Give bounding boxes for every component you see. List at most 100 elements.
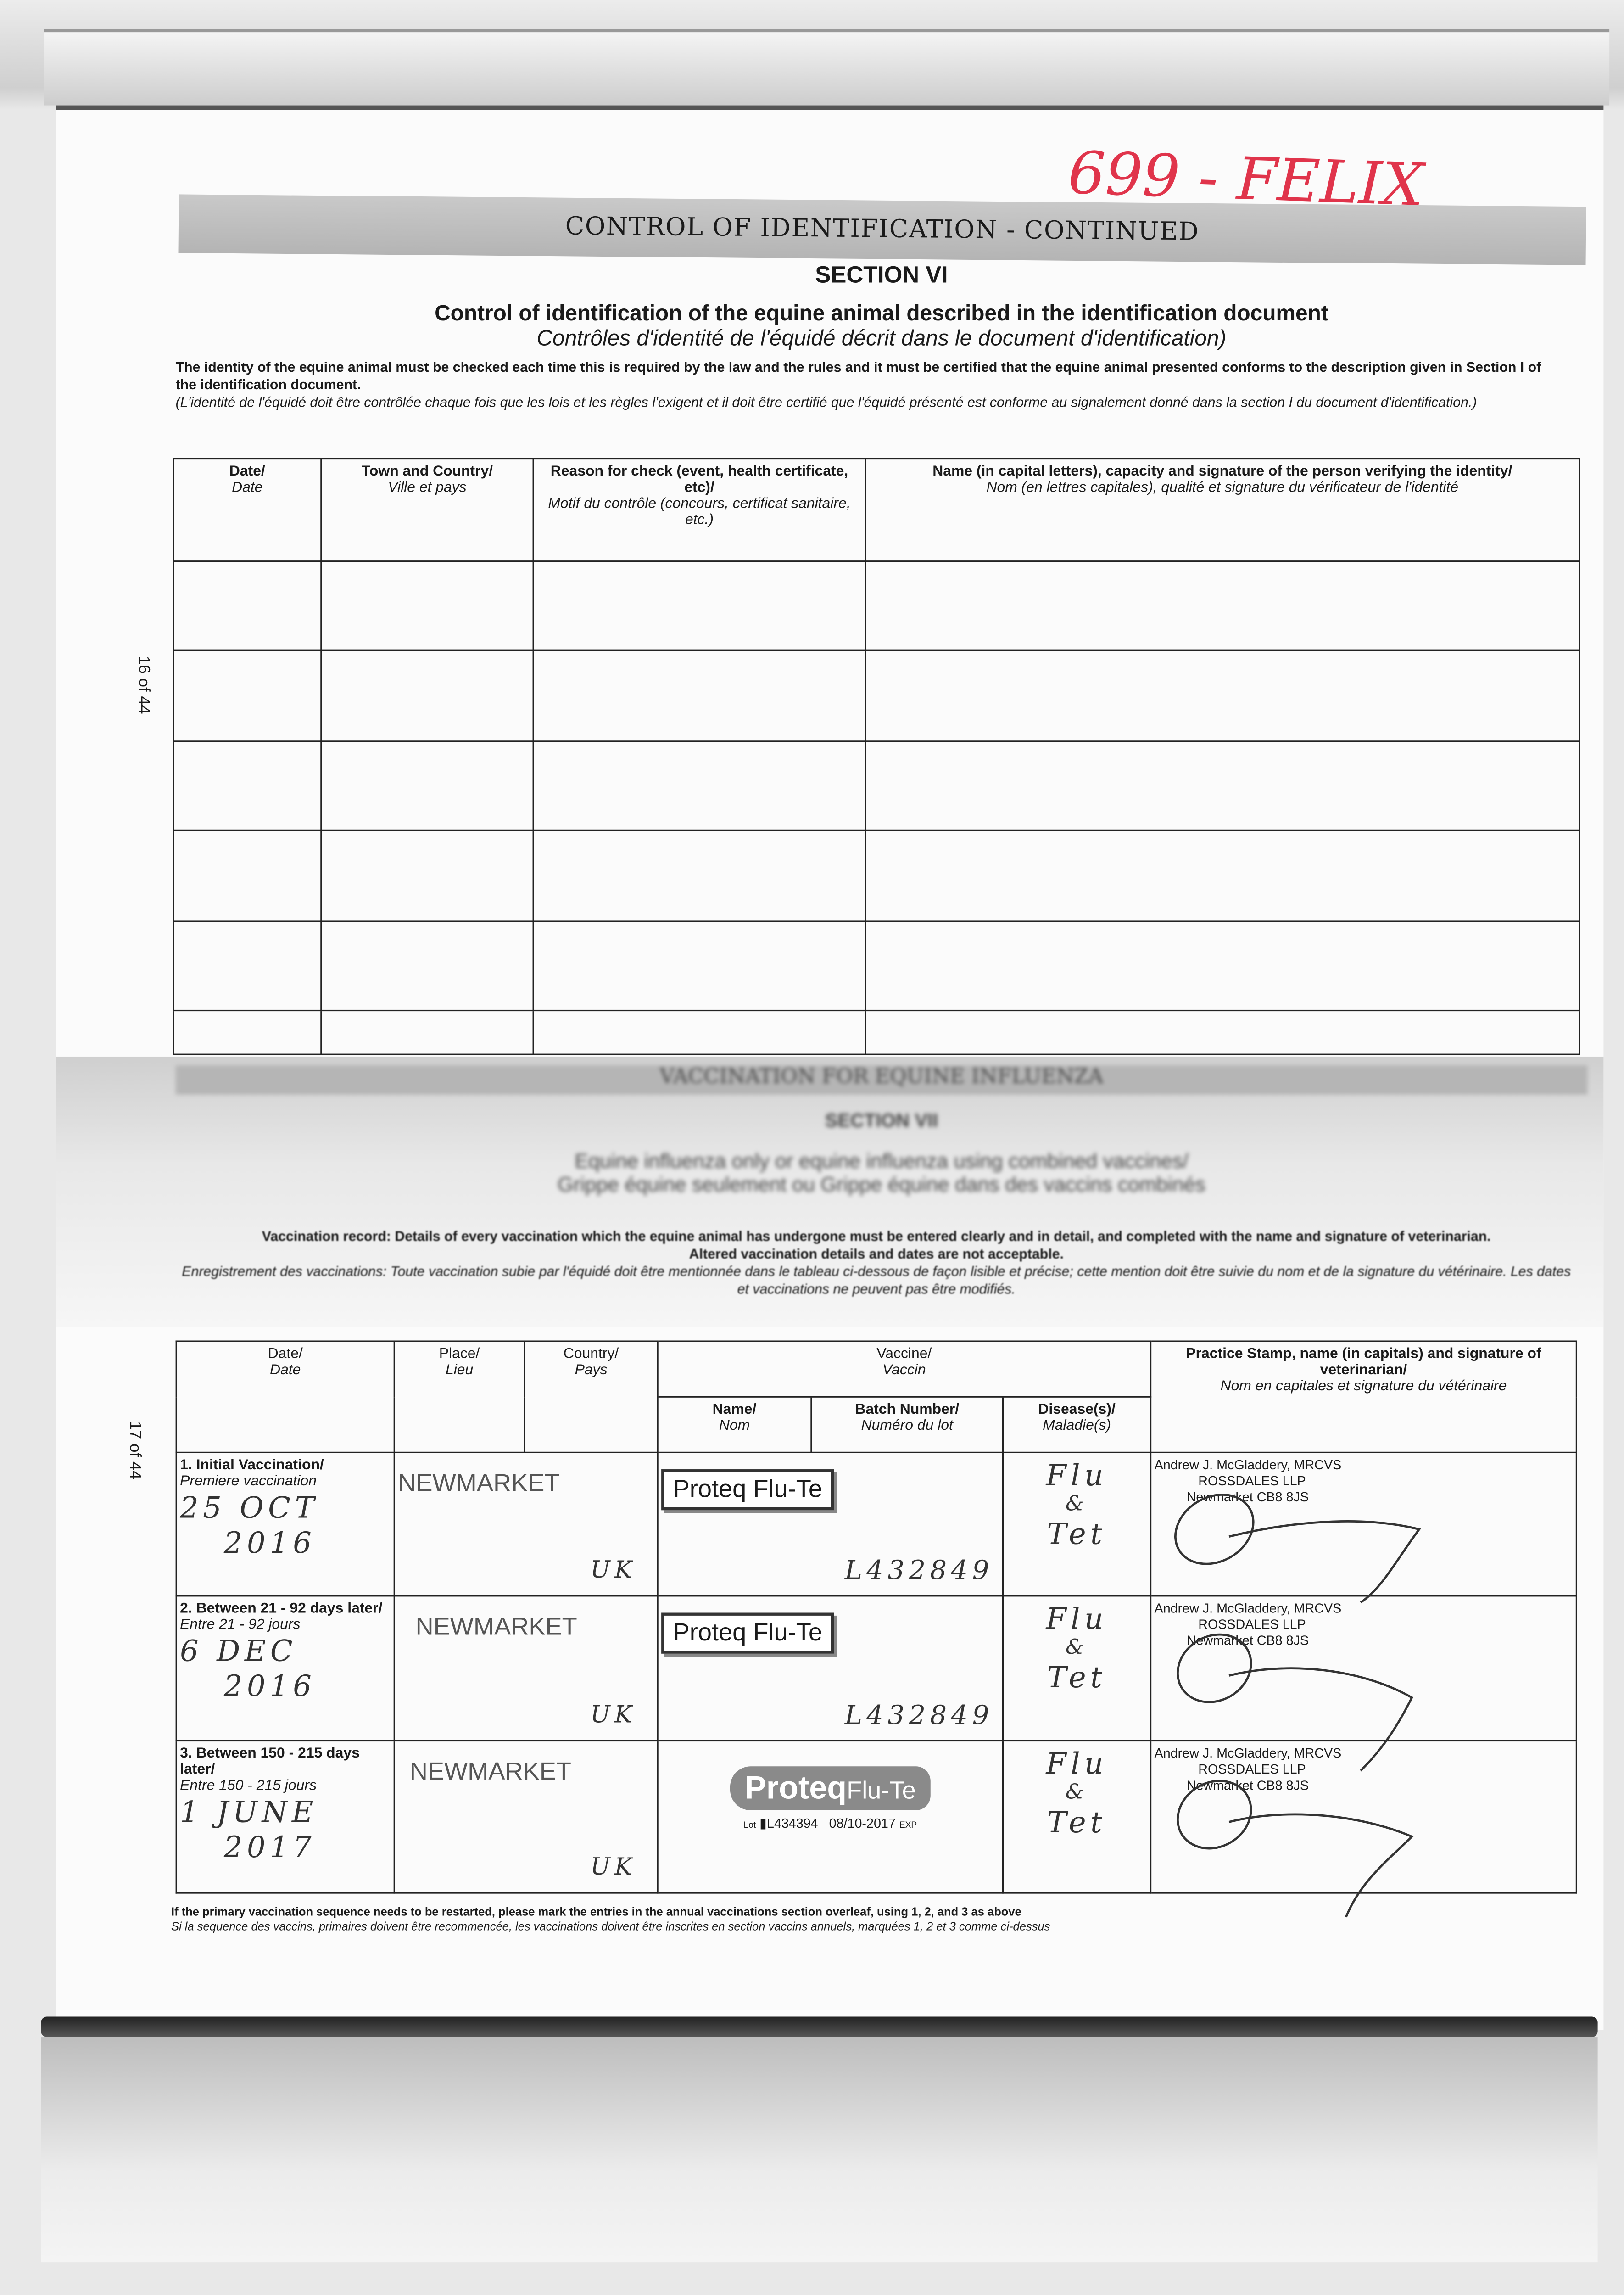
section6-headers-3-fr: Nom (en lettres capitales), qualité et s… xyxy=(986,480,1459,496)
section7-label: SECTION VII xyxy=(825,1109,938,1131)
intro-fr: (L'identité de l'équidé doit être contrô… xyxy=(175,395,1477,411)
section7-rows-2-date-line2: 2017 xyxy=(223,1829,316,1864)
table-row xyxy=(173,830,1580,922)
section7-headers-disease-en: Disease(s)/ xyxy=(1038,1402,1116,1418)
place-country-cell: NEWMARKET UK xyxy=(393,1739,659,1894)
table-row: 2. Between 21 - 92 days later/Entre 21 -… xyxy=(175,1595,1577,1741)
section7-headers-country-en: Country/ xyxy=(563,1346,619,1363)
header-disease: Disease(s)/Maladie(s) xyxy=(1002,1396,1152,1454)
section6-headers-1-en: Town and Country/ xyxy=(361,464,493,480)
section7-headers-vaccine-en: Vaccine/ xyxy=(876,1346,932,1363)
section-title-fr: Contrôles d'identité de l'équidé décrit … xyxy=(536,326,1227,352)
section7-rows-1-date-line1: 6 DEC xyxy=(180,1634,297,1669)
place-country-cell: NEWMARKET UK xyxy=(393,1595,659,1741)
section7-rows-2-label-fr: Entre 150 - 215 jours xyxy=(180,1777,317,1794)
section7-headers-batch-en: Batch Number/ xyxy=(855,1402,960,1418)
header-country: Country/Pays xyxy=(524,1340,659,1454)
section6-headers-0-fr: Date xyxy=(232,480,263,496)
section7-rows-1-disease-line2: & xyxy=(1065,1636,1088,1660)
vet-stamp-cell: Andrew J. McGladdery, MRCVS ROSSDALES LLP… xyxy=(1150,1452,1577,1597)
date-cell: 1. Initial Vaccination/Premiere vaccinat… xyxy=(175,1452,395,1597)
section7-rows-1-country: UK xyxy=(590,1700,636,1728)
page-number: 16 of 44 xyxy=(134,655,152,714)
section6-headers-3-en: Name (in capital letters), capacity and … xyxy=(932,464,1512,480)
section7-headers-name-en: Name/ xyxy=(712,1402,757,1418)
vet-stamp-cell: Andrew J. McGladdery, MRCVS ROSSDALES LLP… xyxy=(1150,1595,1577,1741)
vaccine-cell: Proteq Flu-Te L432849 xyxy=(657,1595,1004,1741)
table-row xyxy=(173,1009,1580,1055)
section7-headers-place-en: Place/ xyxy=(439,1346,480,1363)
section7-rows-2-vet-address: Newmarket CB8 8JS xyxy=(1186,1777,1309,1792)
section6-headers-0-en: Date/ xyxy=(229,464,265,480)
section7-rows-1-disease-line1: Flu xyxy=(1046,1601,1108,1637)
header-date: Date/Date xyxy=(173,458,322,562)
section7-rows-1-label-fr: Entre 21 - 92 jours xyxy=(180,1618,301,1634)
vaccine-sticker: Proteq Flu-Te xyxy=(661,1469,834,1511)
section7-rows-2-date-line1: 1 JUNE xyxy=(180,1793,318,1829)
section7-headers-batch-fr: Numéro du lot xyxy=(861,1418,953,1434)
scan-edge-top xyxy=(44,29,1610,106)
vaccine-cell: Proteq Flu-Te L432849 xyxy=(657,1452,1004,1597)
place-country-cell: NEWMARKET UK xyxy=(393,1452,659,1597)
footer-fr: Si la sequence des vaccins, primaires do… xyxy=(171,1920,1050,1933)
section7-rows-1-date-line2: 2016 xyxy=(223,1669,316,1704)
disease-cell: Flu & Tet xyxy=(1002,1452,1152,1597)
section7-rows-0-vet-name: Andrew J. McGladdery, MRCVS xyxy=(1154,1458,1342,1473)
vaccine-label-logo: ProteqFlu-Te xyxy=(730,1766,931,1810)
section-title-en: Control of identification of the equine … xyxy=(435,301,1328,326)
section7-title-fr: Grippe équine seulement ou Grippe équine… xyxy=(557,1172,1205,1196)
section-label: SECTION VI xyxy=(815,263,948,289)
section7-headers-name-fr: Nom xyxy=(719,1418,750,1434)
section7-title-en: Equine influenza only or equine influenz… xyxy=(575,1148,1189,1172)
scan-edge-bottom xyxy=(41,2016,1598,2038)
section7-rows-1-place: NEWMARKET xyxy=(415,1613,577,1641)
section7-rows-0-date-line2: 2016 xyxy=(223,1525,316,1561)
section7-rows-2-exp-label: EXP xyxy=(899,1821,917,1830)
date-cell: 2. Between 21 - 92 days later/Entre 21 -… xyxy=(175,1595,395,1741)
footer-en: If the primary vaccination sequence need… xyxy=(171,1905,1021,1919)
record-en-2: Altered vaccination details and dates ar… xyxy=(689,1247,1064,1263)
section7-rows-2-disease-line3: Tet xyxy=(1047,1804,1107,1839)
record-fr: Enregistrement des vaccinations: Toute v… xyxy=(182,1264,1571,1299)
section7-rows-0-disease-line2: & xyxy=(1065,1493,1088,1517)
header-reason: Reason for check (event, health certific… xyxy=(532,458,866,562)
section7-rows-2-disease-line1: Flu xyxy=(1046,1745,1108,1781)
section7-rows-2-country: UK xyxy=(590,1853,636,1881)
section7-headers-country-fr: Pays xyxy=(575,1362,608,1379)
table-row xyxy=(173,740,1580,832)
table-row xyxy=(173,560,1580,652)
header-place: Place/Lieu xyxy=(393,1340,525,1454)
batch-number: L434394 xyxy=(766,1815,818,1830)
section7-rows-0-label-en: 1. Initial Vaccination/ xyxy=(180,1458,324,1474)
section7-rows-2-vaccine-logo-sub: Flu-Te xyxy=(847,1776,916,1804)
section7-rows-2-label-en: 3. Between 150 - 215 days later/ xyxy=(180,1745,360,1778)
signature-marks xyxy=(1174,1494,1421,1918)
header-stamp: Practice Stamp, name (in capitals) and s… xyxy=(1150,1340,1577,1454)
header-date: Date/Date xyxy=(175,1340,395,1454)
section7-rows-0-date-line1: 25 OCT xyxy=(180,1490,319,1525)
identity-check-table: Date/Date Town and Country/Ville et pays… xyxy=(173,458,1580,1055)
header-verifier: Name (in capital letters), capacity and … xyxy=(865,458,1580,562)
intro-en: The identity of the equine animal must b… xyxy=(175,360,1541,394)
date-cell: 3. Between 150 - 215 days later/Entre 15… xyxy=(175,1739,395,1894)
table-row: 1. Initial Vaccination/Premiere vaccinat… xyxy=(175,1452,1577,1597)
vet-stamp-cell: Andrew J. McGladdery, MRCVS ROSSDALES LLP… xyxy=(1150,1739,1577,1894)
vaccine-cell: ProteqFlu-Te Lot ▮L434394 08/10-2017 EXP xyxy=(657,1739,1004,1894)
table-row: 3. Between 150 - 215 days later/Entre 15… xyxy=(175,1739,1577,1894)
section7-rows-1-vet-name: Andrew J. McGladdery, MRCVS xyxy=(1154,1601,1342,1617)
scan-background xyxy=(41,2037,1598,2263)
section7-headers-disease-fr: Maladie(s) xyxy=(1043,1418,1111,1434)
header-name: Name/Nom xyxy=(657,1396,812,1454)
vaccination-table: Date/Date Place/Lieu Country/Pays Vaccin… xyxy=(175,1340,1577,1894)
table-row xyxy=(173,650,1580,742)
section7-rows-1-disease-line3: Tet xyxy=(1047,1660,1107,1696)
section7-headers-stamp-en: Practice Stamp, name (in capitals) and s… xyxy=(1186,1346,1541,1379)
section7-rows-2-place: NEWMARKET xyxy=(409,1757,572,1785)
section7-rows-2-vet-name: Andrew J. McGladdery, MRCVS xyxy=(1154,1745,1342,1760)
header-town: Town and Country/Ville et pays xyxy=(320,458,534,562)
section7-rows-0-label-fr: Premiere vaccination xyxy=(180,1474,317,1490)
section7-headers-date-fr: Date xyxy=(270,1362,301,1379)
expiry-date: 08/10-2017 xyxy=(829,1815,896,1830)
section7-rows-1-label-en: 2. Between 21 - 92 days later/ xyxy=(180,1601,383,1618)
